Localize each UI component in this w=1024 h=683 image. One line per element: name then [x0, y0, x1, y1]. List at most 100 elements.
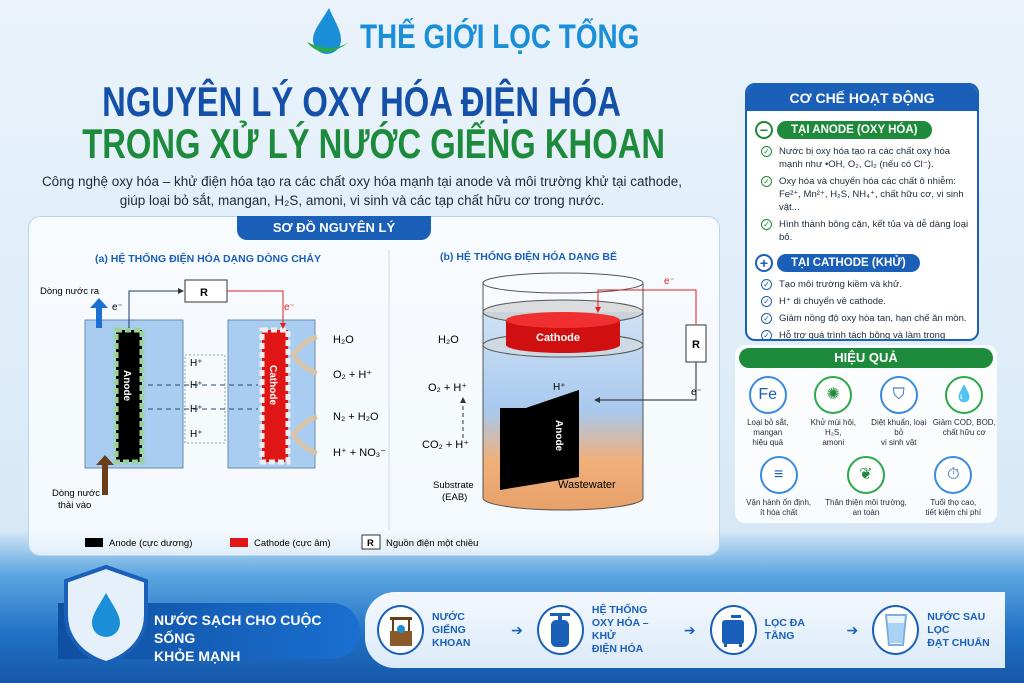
anode-label: Anode — [121, 370, 132, 402]
diagram-svg: (a) HỆ THỐNG ĐIỆN HÓA DẠNG DÒNG CHẢY Ano… — [40, 249, 707, 550]
subtitle: Công nghệ oxy hóa – khử điện hóa tạo ra … — [41, 174, 683, 208]
cathode-item: ✓ H⁺ di chuyển về cathode. — [761, 295, 969, 308]
arrow-right-icon: ➔ — [511, 621, 523, 638]
proton-flow-arrows — [148, 384, 258, 410]
svg-text:e⁻: e⁻ — [664, 276, 675, 287]
wire-anode — [128, 288, 184, 328]
cathode-section-header: + TẠI CATHODE (KHỬ) — [755, 254, 977, 272]
check-icon: ✓ — [761, 279, 772, 290]
svg-text:H⁺: H⁺ — [553, 382, 566, 393]
title-line1: NGUYÊN LÝ OXY HÓA ĐIỆN HÓA — [102, 78, 622, 125]
mechanism-title: CƠ CHẾ HOẠT ĐỘNG — [747, 85, 977, 111]
cathode-item: ✓ Giảm nồng độ oxy hòa tan, hạn chế ăn mò… — [761, 312, 969, 325]
check-icon: ✓ — [761, 146, 772, 157]
minus-icon: − — [755, 121, 773, 139]
process-step: HỆ THỐNG OXY HÓA – KHỬ ĐIỆN HÓA — [536, 604, 670, 656]
well-icon — [377, 605, 425, 655]
svg-text:R: R — [367, 538, 374, 549]
svg-text:CO₂ + H⁺: CO₂ + H⁺ — [422, 439, 469, 451]
logo-drop-icon — [307, 8, 349, 54]
effect-item: ❦ Thân thiện môi trường, an toàn — [823, 456, 909, 518]
svg-text:H⁺ + NO₃⁻: H⁺ + NO₃⁻ — [333, 447, 386, 459]
cathode-item: ✓ Hỗ trợ quá trình tách bông và làm trong… — [761, 329, 969, 339]
wire-cathode — [227, 290, 286, 329]
legend-cathode: Cathode (cực âm) — [254, 538, 331, 549]
effect-item: ⛉ Diệt khuẩn, loại bỏ vi sinh vật — [867, 376, 931, 448]
anode-item: ✓ Hình thành bông cặn, kết tủa và dễ dàng… — [761, 218, 969, 244]
diagram-a-title: (a) HỆ THỐNG ĐIỆN HÓA DẠNG DÒNG CHẢY — [95, 251, 321, 265]
svg-text:(EAB): (EAB) — [442, 492, 467, 503]
svg-text:O₂ + H⁺: O₂ + H⁺ — [333, 369, 372, 381]
check-icon: ✓ — [761, 330, 772, 339]
inflow-label-2: thải vào — [58, 500, 91, 511]
diagram-b-title: (b) HỆ THỐNG ĐIỆN HÓA DẠNG BỂ — [440, 249, 617, 263]
process-flow: NƯỚC GIẾNG KHOAN ➔ HỆ THỐNG OXY HÓA – KHỬ ĐIỆ… — [365, 592, 1005, 668]
effect-item: ✺ Khử mùi hôi, H₂S, amoni — [801, 376, 865, 448]
leaf-icon: ❦ — [846, 456, 885, 494]
cathode-plate — [506, 320, 620, 353]
effect-item: Fe Loại bỏ sắt, mangan hiệu quả — [736, 376, 800, 448]
title-line2: TRONG XỬ LÝ NƯỚC GIẾNG KHOAN — [82, 120, 666, 167]
effect-item: 💧 Giảm COD, BOD, chất hữu cơ — [932, 376, 996, 448]
legend-cathode-swatch — [230, 538, 248, 547]
anode-item: ✓ Nước bị oxy hóa tạo ra các chất oxy hóa… — [761, 145, 969, 171]
electron-a2: e⁻ — [284, 302, 295, 313]
effects-panel: HIỆU QUẢ Fe Loại bỏ sắt, mangan hiệu quả ✺ K… — [735, 345, 997, 523]
cathode-electrode — [259, 327, 291, 465]
anode-b-label: Anode — [553, 420, 564, 452]
svg-text:O₂ + H⁺: O₂ + H⁺ — [428, 382, 467, 394]
process-step: NƯỚC SAU LỌC ĐẠT CHUẨN — [872, 605, 1005, 655]
electron-a1: e⁻ — [112, 302, 123, 313]
coins-icon: ≡ — [759, 456, 798, 494]
legend-source: Nguồn điện một chiều — [386, 538, 478, 549]
inflow-label-1: Dòng nước — [52, 488, 100, 499]
cathode-item: ✓ Tạo môi trường kiềm và khử. — [761, 278, 969, 291]
plus-icon: + — [755, 254, 773, 272]
anode-electrode — [113, 327, 145, 465]
effects-title: HIỆU QUẢ — [739, 348, 993, 368]
effect-item: ⏱ Tuổi thọ cao, tiết kiệm chi phí — [910, 456, 996, 518]
effect-item: ≡ Vận hành ổn định, ít hóa chất — [736, 456, 822, 518]
svg-text:H⁺: H⁺ — [190, 358, 203, 369]
filter-icon — [709, 605, 757, 655]
arrow-right-icon: ➔ — [683, 621, 696, 638]
products: H₂O O₂ + H⁺ N₂ + H₂O H⁺ + NO₃⁻ — [333, 334, 386, 459]
svg-text:H₂O: H₂O — [333, 334, 354, 346]
fe-mn-icon: Fe — [748, 376, 787, 414]
shield-overlay — [64, 565, 148, 665]
cathode-label: Cathode — [267, 365, 278, 405]
svg-text:R: R — [692, 339, 700, 351]
drop-icon: 💧 — [945, 376, 984, 414]
clock-icon: ⏱ — [934, 456, 973, 494]
brand-name: THẾ GIỚI LỌC TỔNG — [360, 18, 640, 56]
shield-icon: ⛉ — [879, 376, 918, 414]
product-arrows — [291, 334, 318, 456]
anode-section-header: − TẠI ANODE (OXY HÓA) — [755, 121, 977, 139]
svg-text:N₂ + H₂O: N₂ + H₂O — [333, 411, 379, 423]
odor-icon: ✺ — [814, 376, 853, 414]
proton-labels: H⁺ H⁺ H⁺ H⁺ — [190, 358, 203, 440]
check-icon: ✓ — [761, 296, 772, 307]
process-step: NƯỚC GIẾNG KHOAN — [377, 605, 497, 655]
arrow-right-icon: ➔ — [846, 621, 859, 638]
svg-text:e⁻: e⁻ — [691, 387, 702, 398]
process-step: LỌC ĐA TẦNG — [709, 605, 833, 655]
diagram-tab: SƠ ĐỒ NGUYÊN LÝ — [237, 216, 431, 240]
svg-text:Substrate: Substrate — [433, 480, 474, 491]
check-icon: ✓ — [761, 313, 772, 324]
anode-item: ✓ Oxy hóa và chuyển hóa các chất ô nhiễm:… — [761, 175, 969, 214]
glass-icon — [872, 605, 920, 655]
check-icon: ✓ — [761, 219, 772, 230]
check-icon: ✓ — [761, 176, 772, 187]
legend-anode: Anode (cực dương) — [109, 538, 192, 549]
legend-anode-swatch — [85, 538, 103, 547]
outflow-arrow-icon — [90, 298, 108, 328]
svg-text:H⁺: H⁺ — [190, 429, 203, 440]
inflow-arrow-icon — [96, 455, 114, 495]
wastewater-label: Wastewater — [558, 479, 616, 491]
resistor-a-label: R — [200, 287, 208, 299]
svg-text:H₂O: H₂O — [438, 334, 459, 346]
mechanism-panel: CƠ CHẾ HOẠT ĐỘNG − TẠI ANODE (OXY HÓA) ✓ N… — [745, 83, 979, 341]
cathode-b-label: Cathode — [536, 332, 580, 344]
outflow-label: Dòng nước ra — [40, 286, 100, 297]
